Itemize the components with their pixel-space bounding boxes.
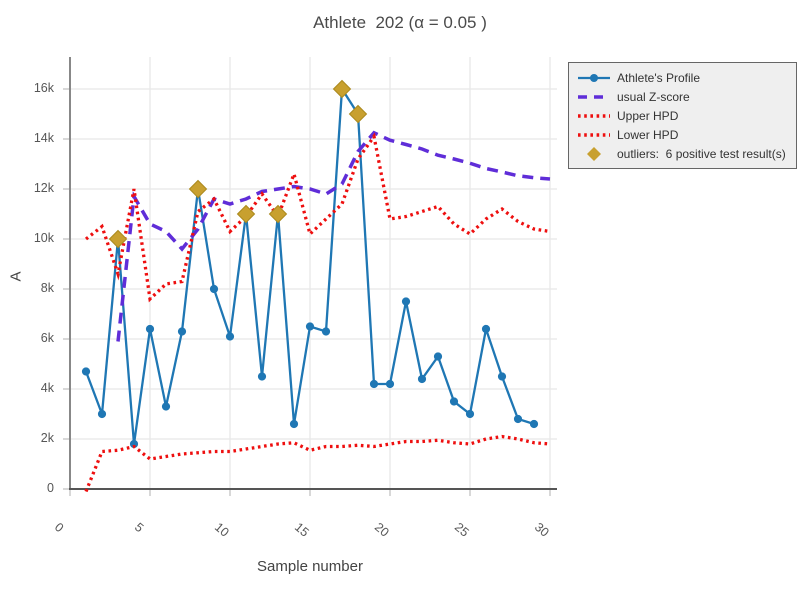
legend-item-outliers[interactable]: outliers: 6 positive test result(s) bbox=[577, 145, 790, 164]
dashed-line-swatch-icon bbox=[577, 90, 611, 104]
profile-point-marker bbox=[449, 397, 459, 406]
profile-point-marker bbox=[513, 414, 523, 424]
y-tick-label: 12k bbox=[33, 181, 54, 195]
y-tick-label: 14k bbox=[33, 131, 54, 145]
y-tick-label: 0 bbox=[47, 481, 54, 495]
chart-title: Athlete 202 (α = 0.05 ) bbox=[313, 13, 487, 32]
profile-point-marker bbox=[417, 374, 427, 384]
profile-point-marker bbox=[145, 324, 155, 334]
outlier-diamond-marker bbox=[188, 179, 208, 199]
outlier-diamond-marker bbox=[332, 79, 352, 99]
profile-point-marker bbox=[369, 379, 379, 389]
legend-item-label: Athlete's Profile bbox=[617, 70, 700, 85]
profile-point-marker bbox=[321, 327, 331, 336]
profile-point-marker bbox=[433, 352, 443, 361]
profile-point-marker bbox=[225, 332, 235, 341]
line-marker-swatch-icon bbox=[577, 71, 611, 85]
legend-item-athletes-profile[interactable]: Athlete's Profile bbox=[577, 68, 790, 87]
profile-point-marker bbox=[81, 367, 91, 376]
outlier-diamond-marker bbox=[236, 204, 256, 224]
legend-item-label: Lower HPD bbox=[617, 128, 679, 143]
series-z-score bbox=[116, 130, 551, 342]
y-tick-label: 2k bbox=[40, 431, 54, 445]
y-tick-label: 6k bbox=[40, 331, 54, 345]
y-tick-label: 4k bbox=[40, 381, 54, 395]
dotted-line-swatch-icon bbox=[577, 109, 611, 123]
y-tick-label: 8k bbox=[40, 281, 54, 295]
outlier-diamond-marker bbox=[348, 104, 368, 124]
legend-item-label: Upper HPD bbox=[617, 108, 679, 123]
series-lower-hpd bbox=[84, 434, 551, 493]
legend-item-lower-hpd[interactable]: Lower HPD bbox=[577, 126, 790, 145]
profile-point-marker bbox=[257, 372, 267, 381]
profile-point-marker bbox=[97, 409, 107, 419]
profile-point-marker bbox=[481, 324, 491, 334]
x-axis-title: Sample number bbox=[257, 558, 363, 575]
profile-point-marker bbox=[401, 297, 411, 306]
series-upper-hpd bbox=[84, 132, 551, 303]
profile-point-marker bbox=[497, 372, 507, 381]
profile-point-marker bbox=[161, 402, 171, 411]
legend-item-label: outliers: 6 positive test result(s) bbox=[617, 147, 786, 162]
diamond-swatch-icon bbox=[577, 147, 611, 162]
legend-item-usual-z-score[interactable]: usual Z-score bbox=[577, 87, 790, 106]
profile-point-marker bbox=[385, 379, 395, 389]
profile-point-marker bbox=[465, 409, 475, 419]
profile-point-marker bbox=[305, 322, 315, 331]
legend-item-label: usual Z-score bbox=[617, 89, 690, 104]
legend-item-upper-hpd[interactable]: Upper HPD bbox=[577, 106, 790, 125]
profile-point-marker bbox=[289, 419, 299, 429]
outlier-diamond-marker bbox=[108, 229, 128, 249]
outlier-diamond-marker bbox=[268, 204, 288, 224]
profile-point-marker bbox=[177, 327, 187, 336]
dotted-line-swatch-icon bbox=[577, 128, 611, 142]
profile-point-marker bbox=[209, 284, 219, 294]
y-tick-label: 10k bbox=[33, 231, 54, 245]
y-tick-label: 16k bbox=[33, 81, 54, 95]
legend: Athlete's Profile usual Z-score Upper HP… bbox=[568, 62, 797, 169]
profile-point-marker bbox=[529, 419, 539, 429]
